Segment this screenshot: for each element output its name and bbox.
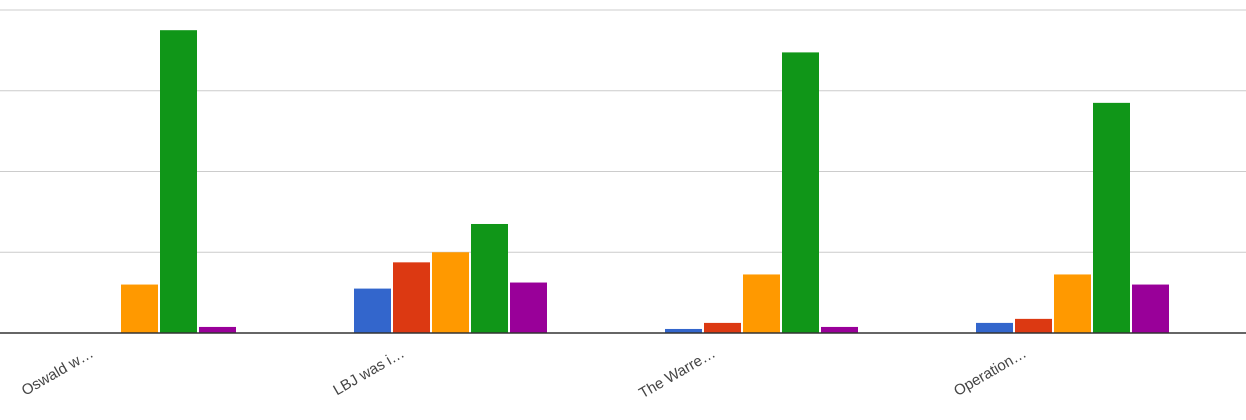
category-label-0: Oswald w… <box>19 345 97 400</box>
bar-1-2[interactable] <box>432 252 469 333</box>
category-label-3: Operation… <box>951 345 1030 400</box>
category-label-2: The Warre… <box>636 345 718 402</box>
category-label-1: LBJ was i… <box>330 345 407 399</box>
category-labels: Oswald w… LBJ was i… The Warre… Operation… <box>19 345 1030 402</box>
bar-3-1[interactable] <box>1015 318 1052 333</box>
bar-3-4[interactable] <box>1132 284 1169 333</box>
bar-1-3[interactable] <box>471 223 508 333</box>
bar-3-3[interactable] <box>1093 102 1130 333</box>
bar-2-2[interactable] <box>743 274 780 333</box>
bar-0-2[interactable] <box>121 284 158 333</box>
gridlines <box>0 9 1246 253</box>
bar-2-4[interactable] <box>821 326 858 333</box>
bar-1-0[interactable] <box>354 288 391 333</box>
bar-1-1[interactable] <box>393 262 430 333</box>
bar-3-2[interactable] <box>1054 274 1091 333</box>
bar-0-3[interactable] <box>160 30 197 333</box>
bar-2-3[interactable] <box>782 52 819 334</box>
bar-2-1[interactable] <box>704 322 741 333</box>
bar-3-0[interactable] <box>976 322 1013 333</box>
bar-1-4[interactable] <box>510 282 547 333</box>
bar-0-4[interactable] <box>199 326 236 333</box>
bars <box>121 30 1169 334</box>
bar-2-0[interactable] <box>665 328 702 333</box>
